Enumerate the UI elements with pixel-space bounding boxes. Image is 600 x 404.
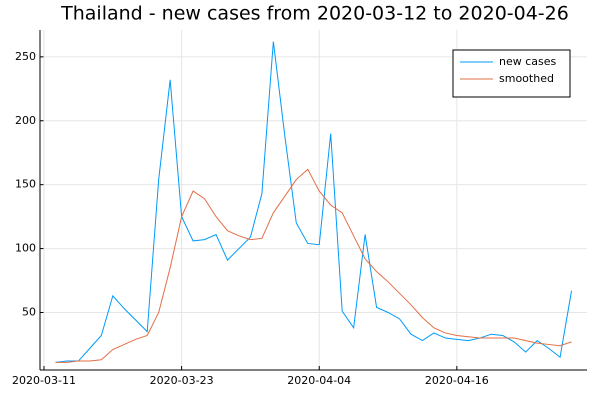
y-tick-label: 100 [15, 242, 36, 255]
y-tick-label: 200 [15, 114, 36, 127]
legend-label: smoothed [499, 72, 554, 85]
legend-box [452, 49, 571, 98]
chart-title: Thailand - new cases from 2020-03-12 to … [60, 3, 569, 25]
x-tick-label: 2020-04-16 [425, 374, 489, 387]
x-tick-label: 2020-04-04 [287, 374, 351, 387]
series-line [55, 41, 573, 363]
y-tick-label: 50 [22, 305, 36, 318]
x-tick-label: 2020-03-23 [150, 374, 214, 387]
legend-label: new cases [499, 55, 557, 68]
x-tick-label: 2020-03-11 [12, 374, 76, 387]
series-line [55, 168, 572, 363]
y-tick-label: 150 [15, 178, 36, 191]
y-tick-label: 250 [15, 50, 36, 63]
